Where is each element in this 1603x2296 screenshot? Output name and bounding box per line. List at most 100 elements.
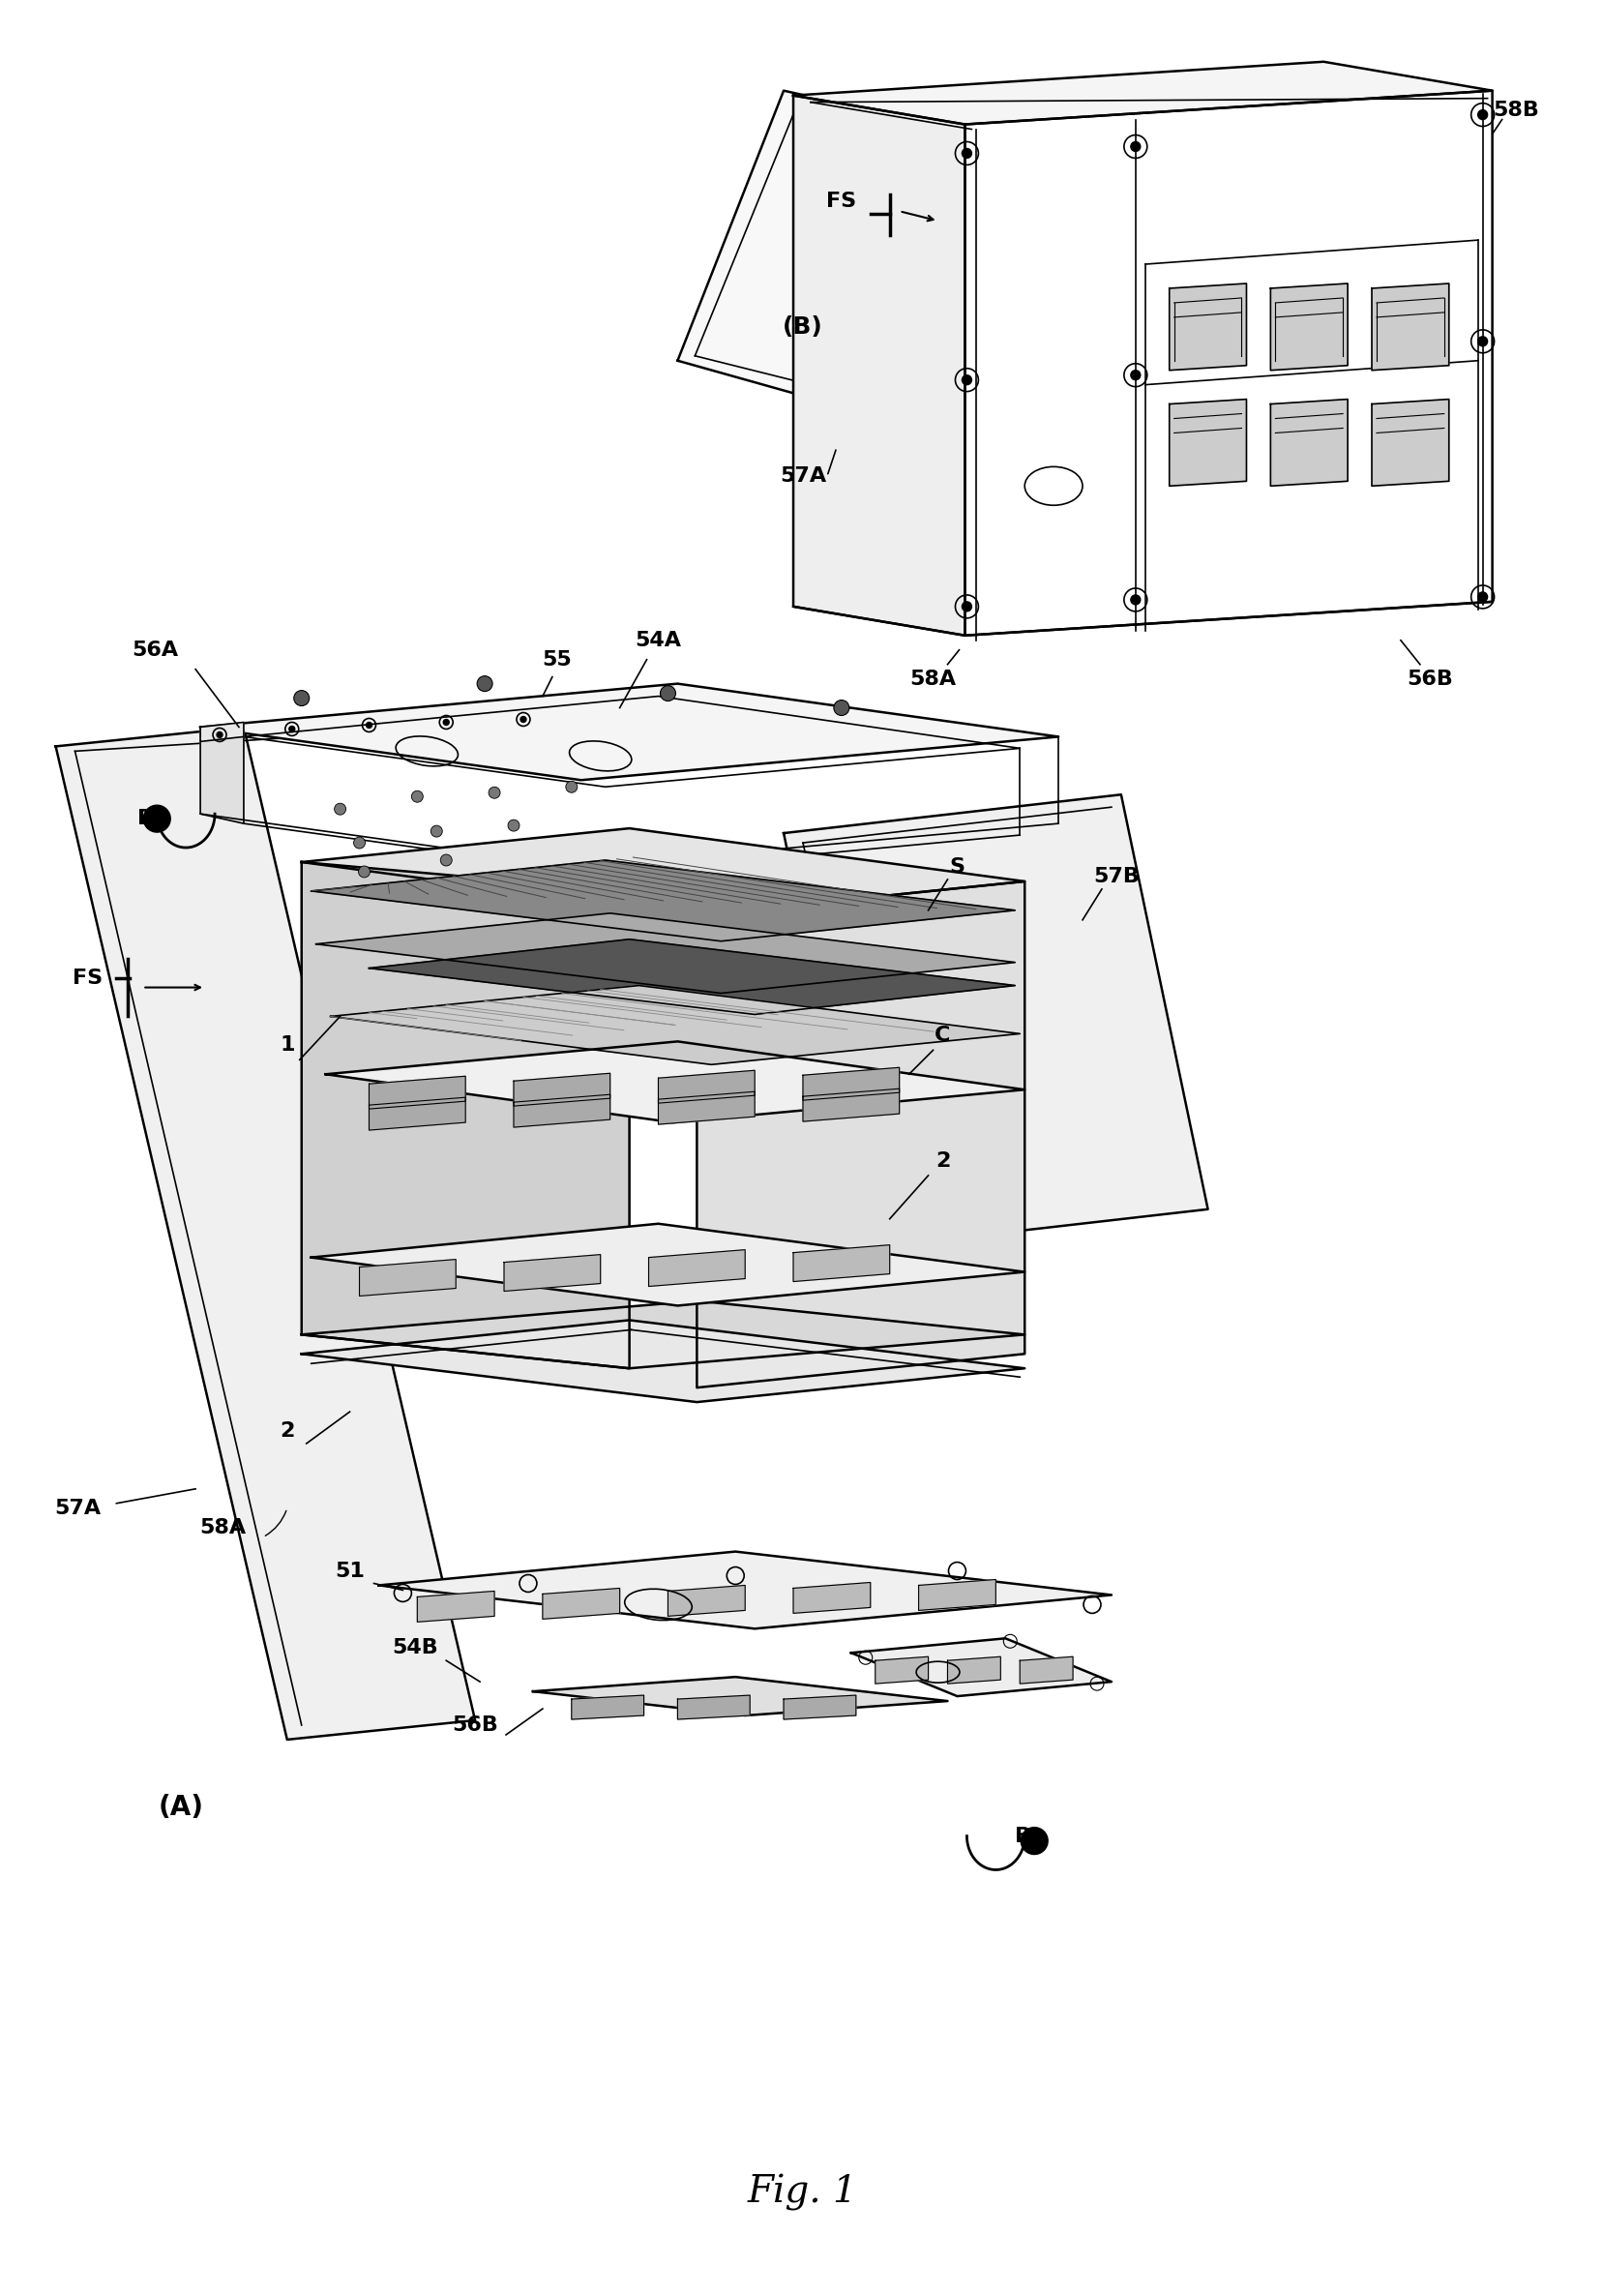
Polygon shape xyxy=(301,1320,1024,1403)
Text: C: C xyxy=(935,1026,951,1045)
Circle shape xyxy=(293,691,309,705)
Polygon shape xyxy=(667,1584,745,1616)
Polygon shape xyxy=(301,1302,1024,1368)
Polygon shape xyxy=(919,1580,995,1609)
Text: (B): (B) xyxy=(782,315,822,338)
Polygon shape xyxy=(325,1042,1024,1123)
Circle shape xyxy=(1130,595,1140,604)
Text: 58B: 58B xyxy=(1492,101,1539,119)
Polygon shape xyxy=(56,728,474,1740)
Polygon shape xyxy=(851,1639,1111,1697)
Polygon shape xyxy=(657,1091,755,1125)
Polygon shape xyxy=(532,1676,947,1715)
Circle shape xyxy=(353,838,365,850)
Circle shape xyxy=(519,716,526,723)
Polygon shape xyxy=(696,882,1024,1387)
Circle shape xyxy=(357,866,370,877)
Polygon shape xyxy=(676,90,957,409)
Text: (A): (A) xyxy=(159,1793,204,1821)
Polygon shape xyxy=(676,1694,750,1720)
Polygon shape xyxy=(1371,400,1448,487)
Polygon shape xyxy=(513,1095,609,1127)
Polygon shape xyxy=(1371,282,1448,370)
Polygon shape xyxy=(803,1068,899,1100)
Circle shape xyxy=(962,374,971,386)
Circle shape xyxy=(431,827,442,838)
Circle shape xyxy=(365,723,372,728)
Polygon shape xyxy=(784,794,1207,1247)
Polygon shape xyxy=(369,939,1015,1015)
Polygon shape xyxy=(200,684,1058,781)
Text: 57A: 57A xyxy=(779,466,826,487)
Polygon shape xyxy=(793,62,1491,124)
Polygon shape xyxy=(200,728,244,824)
Polygon shape xyxy=(1169,282,1246,370)
Text: Fig. 1: Fig. 1 xyxy=(747,2174,856,2211)
Text: 56B: 56B xyxy=(1406,668,1452,689)
Polygon shape xyxy=(1020,1658,1072,1683)
Circle shape xyxy=(333,804,346,815)
Polygon shape xyxy=(947,1658,1000,1683)
Circle shape xyxy=(508,820,519,831)
Circle shape xyxy=(1130,370,1140,379)
Polygon shape xyxy=(330,985,1020,1065)
Polygon shape xyxy=(301,861,628,1368)
Circle shape xyxy=(1130,142,1140,152)
Text: B: B xyxy=(1015,1825,1031,1846)
Polygon shape xyxy=(1270,282,1347,370)
Polygon shape xyxy=(648,1249,745,1286)
Polygon shape xyxy=(369,1097,465,1130)
Polygon shape xyxy=(803,1088,899,1120)
Circle shape xyxy=(1476,592,1486,602)
Circle shape xyxy=(1476,110,1486,119)
Polygon shape xyxy=(316,914,1015,994)
Circle shape xyxy=(476,675,492,691)
Polygon shape xyxy=(417,1591,494,1621)
Polygon shape xyxy=(875,1658,928,1683)
Polygon shape xyxy=(1169,400,1246,487)
Circle shape xyxy=(143,806,170,831)
Polygon shape xyxy=(1270,400,1347,487)
Text: 57B: 57B xyxy=(1093,868,1138,886)
Circle shape xyxy=(289,726,295,732)
Circle shape xyxy=(660,687,675,700)
Polygon shape xyxy=(311,1224,1024,1306)
Polygon shape xyxy=(965,90,1491,636)
Polygon shape xyxy=(503,1254,600,1290)
Text: 57A: 57A xyxy=(55,1499,101,1518)
Polygon shape xyxy=(369,1077,465,1109)
Text: 58A: 58A xyxy=(199,1518,245,1536)
Polygon shape xyxy=(311,861,1015,941)
Circle shape xyxy=(441,854,452,866)
Polygon shape xyxy=(793,96,965,636)
Circle shape xyxy=(412,790,423,801)
Text: 56A: 56A xyxy=(131,641,178,659)
Text: 2: 2 xyxy=(935,1150,949,1171)
Text: 1: 1 xyxy=(279,1035,295,1054)
Circle shape xyxy=(1476,338,1486,347)
Text: 2: 2 xyxy=(279,1421,295,1440)
Polygon shape xyxy=(513,1072,609,1107)
Circle shape xyxy=(834,700,848,716)
Circle shape xyxy=(962,602,971,611)
Circle shape xyxy=(1020,1828,1047,1855)
Text: 51: 51 xyxy=(335,1561,364,1580)
Text: 58A: 58A xyxy=(909,668,955,689)
Polygon shape xyxy=(657,1070,755,1102)
Circle shape xyxy=(962,149,971,158)
Circle shape xyxy=(489,788,500,799)
Polygon shape xyxy=(378,1552,1111,1628)
Polygon shape xyxy=(793,1244,890,1281)
Text: 54A: 54A xyxy=(635,631,681,650)
Polygon shape xyxy=(571,1694,643,1720)
Polygon shape xyxy=(200,723,244,742)
Text: B: B xyxy=(138,808,154,829)
Polygon shape xyxy=(542,1589,619,1619)
Text: 56B: 56B xyxy=(452,1715,499,1736)
Polygon shape xyxy=(359,1261,455,1295)
Text: FS: FS xyxy=(72,969,103,987)
Polygon shape xyxy=(793,1582,870,1614)
Circle shape xyxy=(442,719,449,726)
Polygon shape xyxy=(784,1694,856,1720)
Text: 55: 55 xyxy=(542,650,572,668)
